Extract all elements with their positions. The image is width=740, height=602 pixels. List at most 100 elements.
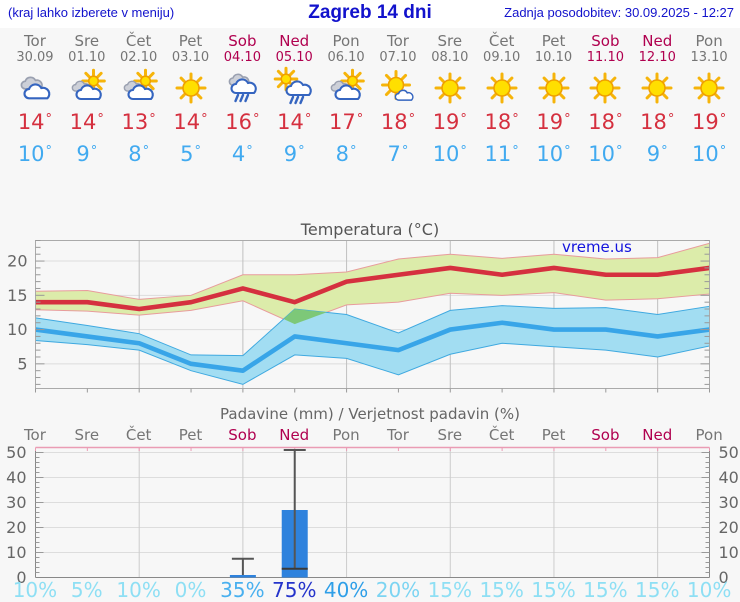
- page-title: Zagreb 14 dni: [308, 2, 432, 23]
- min-temp-value: 10°: [588, 142, 623, 166]
- weather-icon-cell: [528, 72, 580, 106]
- weather-icon-cell: [476, 72, 528, 106]
- min-temp-value: 8°: [128, 142, 150, 166]
- day-name-label: Sob: [591, 32, 620, 50]
- precip-axis-label-left: 40: [6, 468, 26, 487]
- day-name-label: Tor: [23, 32, 46, 50]
- forecast-day-column: Ned 12.10 18° 9°: [631, 33, 683, 172]
- forecast-day-column: Sob 11.10 18° 10°: [579, 33, 631, 172]
- day-name-label: Ned: [279, 32, 310, 50]
- precip-day-label: Sre: [74, 426, 100, 444]
- max-temp-value: 18°: [588, 110, 623, 134]
- precipitation-plot-area: 0 0 10 10 20 20 30 30 40 40 50 50: [6, 443, 739, 587]
- precip-axis-label-right: 10: [719, 543, 739, 562]
- precip-probability: 10%: [12, 578, 58, 602]
- max-temp-value: 13°: [121, 110, 156, 134]
- precip-day-label: Tor: [386, 426, 409, 444]
- precip-axis-label-left: 10: [6, 543, 26, 562]
- min-temp-value: 10°: [691, 142, 727, 166]
- precipitation-chart: 0 0 10 10 20 20 30 30 40 40 50 50: [6, 443, 739, 587]
- forecast-day-column: Pet 03.10 14° 5°: [165, 33, 217, 172]
- day-date-label: 30.09: [16, 50, 54, 65]
- sunny-icon: [538, 72, 570, 104]
- weather-icon-cell: [683, 72, 735, 106]
- cloudy-icon: [20, 76, 51, 100]
- sunny-icon: [693, 72, 725, 104]
- day-name-label: Tor: [386, 32, 409, 50]
- precip-day-label: Ned: [642, 426, 673, 444]
- min-temp-value: 8°: [335, 142, 357, 166]
- day-date-label: 09.10: [483, 50, 521, 65]
- day-name-label: Čet: [125, 32, 152, 50]
- precip-chart-title: Padavine (mm) / Verjetnost padavin (%): [220, 405, 520, 423]
- precip-probability: 10%: [116, 578, 161, 602]
- day-name-label: Pet: [178, 32, 203, 50]
- day-date-label: 13.10: [690, 50, 728, 65]
- weather-icon-cell: [579, 72, 631, 106]
- forecast-day-column: Pon 13.10 19° 10°: [683, 33, 735, 172]
- min-temp-value: 5°: [180, 142, 201, 166]
- precip-axis-label-left: 0: [16, 568, 26, 587]
- precip-axis-label-left: 30: [6, 493, 26, 512]
- day-date-label: 05.10: [275, 50, 313, 65]
- sun-cloud-icon: [123, 68, 158, 101]
- weather-icon-cell: [372, 70, 424, 106]
- weather-icon-cell: [113, 68, 165, 106]
- precip-probability: 15%: [635, 578, 680, 602]
- vremeus-link[interactable]: vreme.us: [562, 238, 632, 256]
- precip-day-label: Sob: [591, 426, 620, 444]
- precip-axis-label-left: 20: [6, 518, 26, 537]
- precip-probability: 15%: [479, 578, 524, 602]
- forecast-day-column: Sre 01.10 14° 9°: [61, 33, 113, 172]
- min-temp-value: 10°: [536, 142, 571, 166]
- max-temp-value: 16°: [225, 110, 260, 134]
- sun-cloud-icon: [71, 68, 106, 101]
- sunny-icon: [175, 72, 206, 104]
- day-date-label: 02.10: [120, 50, 158, 65]
- forecast-strip: Tor 30.09 14° 10° Sre 01.10 14° 9° Čet 02.10 13° 8°…: [9, 33, 735, 172]
- min-temp-value: 9°: [76, 142, 98, 166]
- max-temp-value: 18°: [380, 110, 416, 134]
- weather-icon-cell: [165, 72, 217, 106]
- precip-axis-label-right: 50: [719, 443, 739, 462]
- precip-axis-label-right: 40: [719, 468, 739, 487]
- day-date-label: 06.10: [327, 50, 365, 65]
- precip-probability: 10%: [686, 578, 732, 602]
- day-date-label: 08.10: [431, 50, 469, 65]
- precip-day-label: Sob: [228, 426, 257, 444]
- day-date-label: 03.10: [171, 50, 210, 65]
- temp-axis-label: 15: [7, 286, 27, 305]
- precip-probability: 5%: [70, 578, 103, 602]
- temperature-plot-area: 5 10 15 20: [7, 240, 710, 393]
- day-date-label: 01.10: [68, 50, 106, 65]
- max-temp-value: 19°: [691, 110, 727, 134]
- precip-probability: 35%: [220, 578, 265, 602]
- precip-axis-label-right: 30: [719, 493, 739, 512]
- max-temp-value: 14°: [17, 110, 53, 134]
- sunny-icon: [589, 72, 621, 104]
- max-temp-value: 19°: [536, 110, 571, 134]
- sun-rain-icon: [273, 66, 313, 105]
- min-temp-value: 11°: [484, 142, 519, 166]
- precip-day-label: Pet: [541, 426, 566, 444]
- precip-probability: 15%: [427, 578, 473, 602]
- temp-axis-label: 20: [7, 252, 27, 271]
- forecast-day-column: Tor 07.10 18° 7°: [372, 33, 424, 172]
- forecast-day-column: Tor 30.09 14° 10°: [9, 33, 61, 172]
- temp-axis-label: 5: [17, 354, 27, 373]
- forecast-day-column: Pon 06.10 17° 8°: [320, 33, 372, 172]
- weather-icon-cell: [320, 68, 372, 106]
- precip-probability: 20%: [375, 578, 421, 602]
- weather-icon-cell: [424, 72, 476, 106]
- max-temp-value: 17°: [328, 110, 364, 134]
- day-name-label: Sob: [228, 32, 257, 50]
- temp-axis-label: 10: [7, 320, 27, 339]
- forecast-day-column: Sob 04.10 16° 4°: [216, 33, 268, 172]
- precip-probability: 15%: [583, 578, 628, 602]
- forecast-day-column: Ned 05.10 14° 9°: [268, 33, 320, 172]
- min-temp-value: 10°: [432, 142, 467, 166]
- temp-chart-title: Temperatura (°C): [300, 220, 439, 239]
- precip-day-label: Čet: [125, 426, 152, 444]
- precip-axis-label-left: 50: [6, 443, 26, 462]
- precip-probability: 15%: [531, 578, 576, 602]
